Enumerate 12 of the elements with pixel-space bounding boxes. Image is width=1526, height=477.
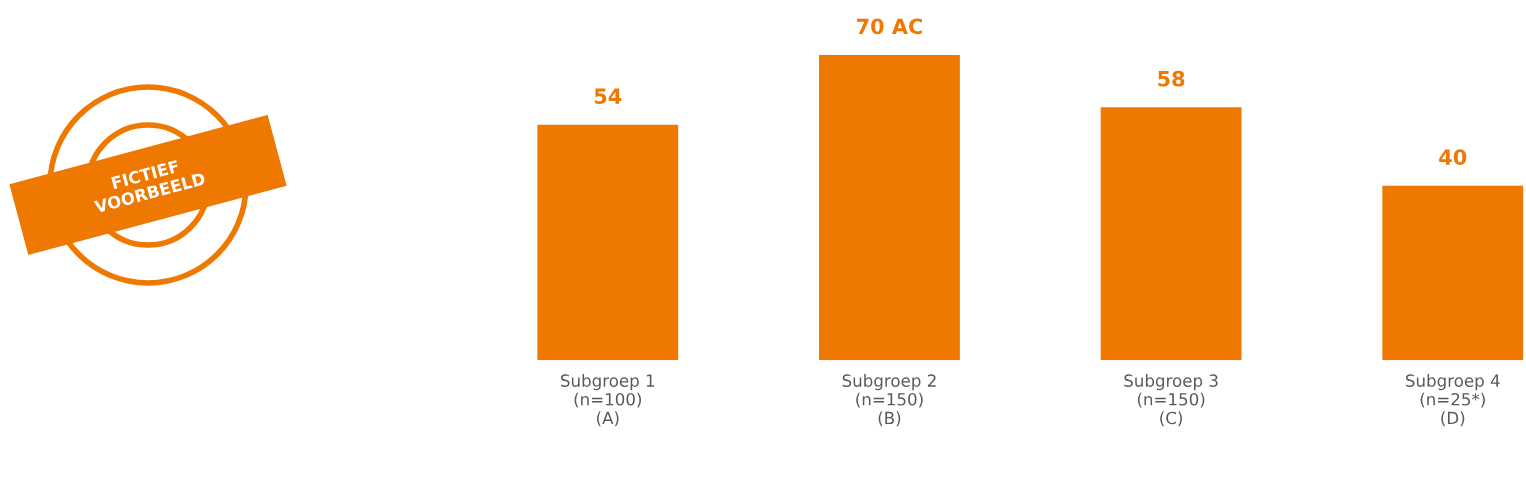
x-tick-label: Subgroep 1 (n=100) (A) (561, 374, 655, 427)
bar (1382, 185, 1524, 361)
bar (819, 54, 960, 361)
x-tick-label: Subgroep 3 (n=150) (C) (1124, 374, 1218, 427)
x-tick-label: Subgroep 2 (n=150) (B) (842, 374, 936, 427)
data-label: 70 AC (857, 18, 922, 35)
data-label: 54 (594, 88, 622, 104)
data-label: 40 (1439, 149, 1467, 166)
bar (1100, 107, 1242, 361)
data-label: 58 (1158, 70, 1185, 87)
x-tick-label: Subgroep 4 (n=25*) (D) (1406, 374, 1500, 427)
bar (537, 124, 679, 361)
